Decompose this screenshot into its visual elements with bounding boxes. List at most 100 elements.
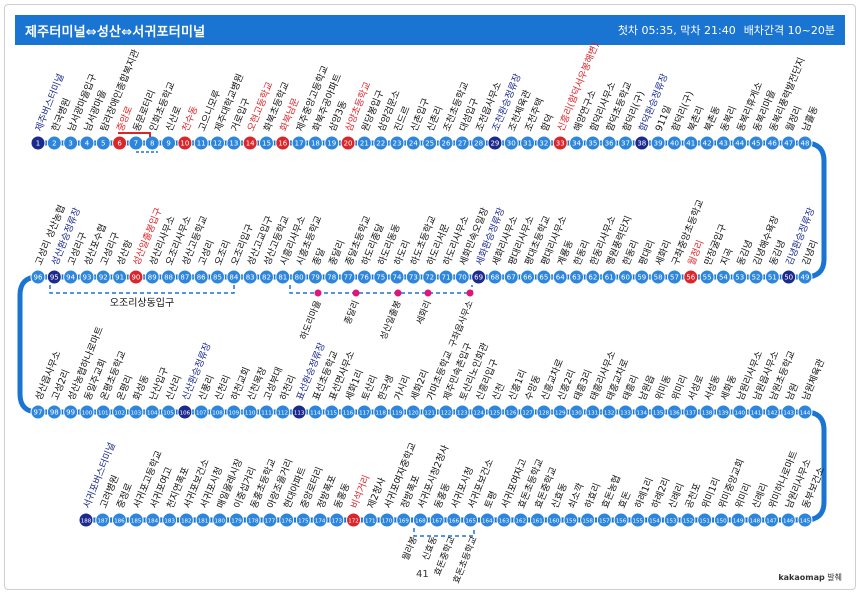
stop-number: 20: [344, 140, 353, 148]
stop-number: 103: [131, 411, 142, 417]
stop-marker: [513, 512, 529, 528]
stop-marker: [242, 269, 258, 285]
stop-number: 95: [50, 274, 59, 282]
stop-number: 139: [718, 411, 729, 417]
detour-ojori-line: [49, 285, 235, 294]
stop-marker: [471, 269, 487, 285]
stop-number: 60: [621, 274, 630, 282]
stop-marker: [210, 404, 226, 420]
route-header: 제주터미널⇔성산⇔서귀포터미널 첫차 05:35, 막차 21:40 배차간격 …: [15, 15, 845, 45]
stop-number: 84: [229, 274, 238, 282]
stop-number: 78: [327, 274, 336, 282]
stop-marker: [258, 135, 274, 151]
stop-number: 134: [637, 411, 648, 417]
stop-number: 89: [148, 274, 157, 282]
stop-number: 85: [213, 274, 222, 282]
stop-number: 18: [311, 140, 320, 148]
stop-marker: [715, 269, 731, 285]
stop-number: 157: [599, 519, 610, 525]
stop-marker: [699, 404, 715, 420]
stop-number: 116: [343, 411, 354, 417]
stop-number: 106: [180, 411, 191, 417]
stop-number: 170: [382, 519, 393, 525]
stop-marker: [275, 404, 291, 420]
stop-number: 58: [654, 274, 663, 282]
stop-number: 25: [425, 140, 434, 148]
stop-number: 135: [653, 411, 664, 417]
stop-marker: [144, 269, 160, 285]
detour-stop-marker: [466, 289, 474, 297]
stop-number: 185: [131, 519, 142, 525]
stop-number: 182: [181, 519, 192, 525]
stop-number: 45: [752, 140, 761, 148]
stop-number: 167: [432, 519, 443, 525]
stop-marker: [683, 135, 699, 151]
stop-marker: [340, 269, 356, 285]
stop-number: 31: [523, 140, 532, 148]
stop-number: 80: [295, 274, 304, 282]
stop-number: 86: [197, 274, 206, 282]
stop-number: 39: [654, 140, 663, 148]
stop-marker: [764, 135, 780, 151]
stop-marker: [764, 404, 780, 420]
detour-stop-marker: [424, 289, 432, 297]
stop-marker: [389, 135, 405, 151]
stop-marker: [95, 512, 111, 528]
stop-number: 99: [66, 409, 75, 417]
stop-name: 지곡: [719, 247, 736, 268]
stop-marker: [79, 135, 95, 151]
stop-marker: [112, 269, 128, 285]
stop-marker: [520, 269, 536, 285]
stop-marker: [405, 404, 421, 420]
stop-number: 62: [588, 274, 597, 282]
stop-number: 15: [262, 140, 271, 148]
stop-number: 83: [246, 274, 255, 282]
stop-number: 79: [311, 274, 320, 282]
stop-marker: [275, 135, 291, 151]
stop-number: 69: [474, 274, 483, 282]
detour-stop-name: 종달리: [341, 299, 361, 327]
bus-stop[interactable]: 144 남원체육관: [797, 357, 827, 420]
stop-marker: [46, 269, 62, 285]
stop-number: 181: [198, 519, 209, 525]
stop-marker: [145, 512, 161, 528]
bus-stop[interactable]: 156 효돈: [613, 490, 633, 528]
stop-marker: [536, 135, 552, 151]
detour-stop-name: 구좌읍사무소: [447, 299, 476, 349]
stop-marker: [569, 404, 585, 420]
stop-number: 47: [784, 140, 793, 148]
detour-stop-name: 월라봉: [399, 535, 419, 563]
stop-number: 162: [515, 519, 526, 525]
stop-marker: [412, 512, 428, 528]
stop-number: 27: [458, 140, 467, 148]
stop-marker: [242, 404, 258, 420]
stop-marker: [715, 135, 731, 151]
stop-number: 14: [246, 140, 255, 148]
stop-number: 51: [768, 274, 777, 282]
stop-number: 2: [52, 140, 56, 148]
stop-marker: [30, 404, 46, 420]
stop-number: 24: [409, 140, 418, 148]
stop-marker: [295, 512, 311, 528]
stop-marker: [617, 269, 633, 285]
stop-number: 37: [621, 140, 630, 148]
stop-marker: [312, 512, 328, 528]
stop-marker: [699, 135, 715, 151]
detour-stop-name: 세화리: [414, 299, 434, 326]
stop-marker: [112, 135, 128, 151]
stop-marker: [324, 404, 340, 420]
stop-number: 30: [507, 140, 516, 148]
stop-marker: [63, 135, 79, 151]
stop-marker: [552, 404, 568, 420]
stop-number: 133: [620, 411, 631, 417]
stop-number: 161: [532, 519, 543, 525]
stop-marker: [161, 404, 177, 420]
stop-number: 130: [571, 411, 582, 417]
stop-marker: [128, 135, 144, 151]
stop-name: 남원: [784, 382, 801, 402]
stop-number: 38: [637, 140, 646, 148]
stop-number: 10: [180, 140, 189, 148]
stop-number: 153: [666, 519, 677, 525]
stop-number: 149: [733, 519, 744, 525]
stop-number: 43: [719, 140, 728, 148]
